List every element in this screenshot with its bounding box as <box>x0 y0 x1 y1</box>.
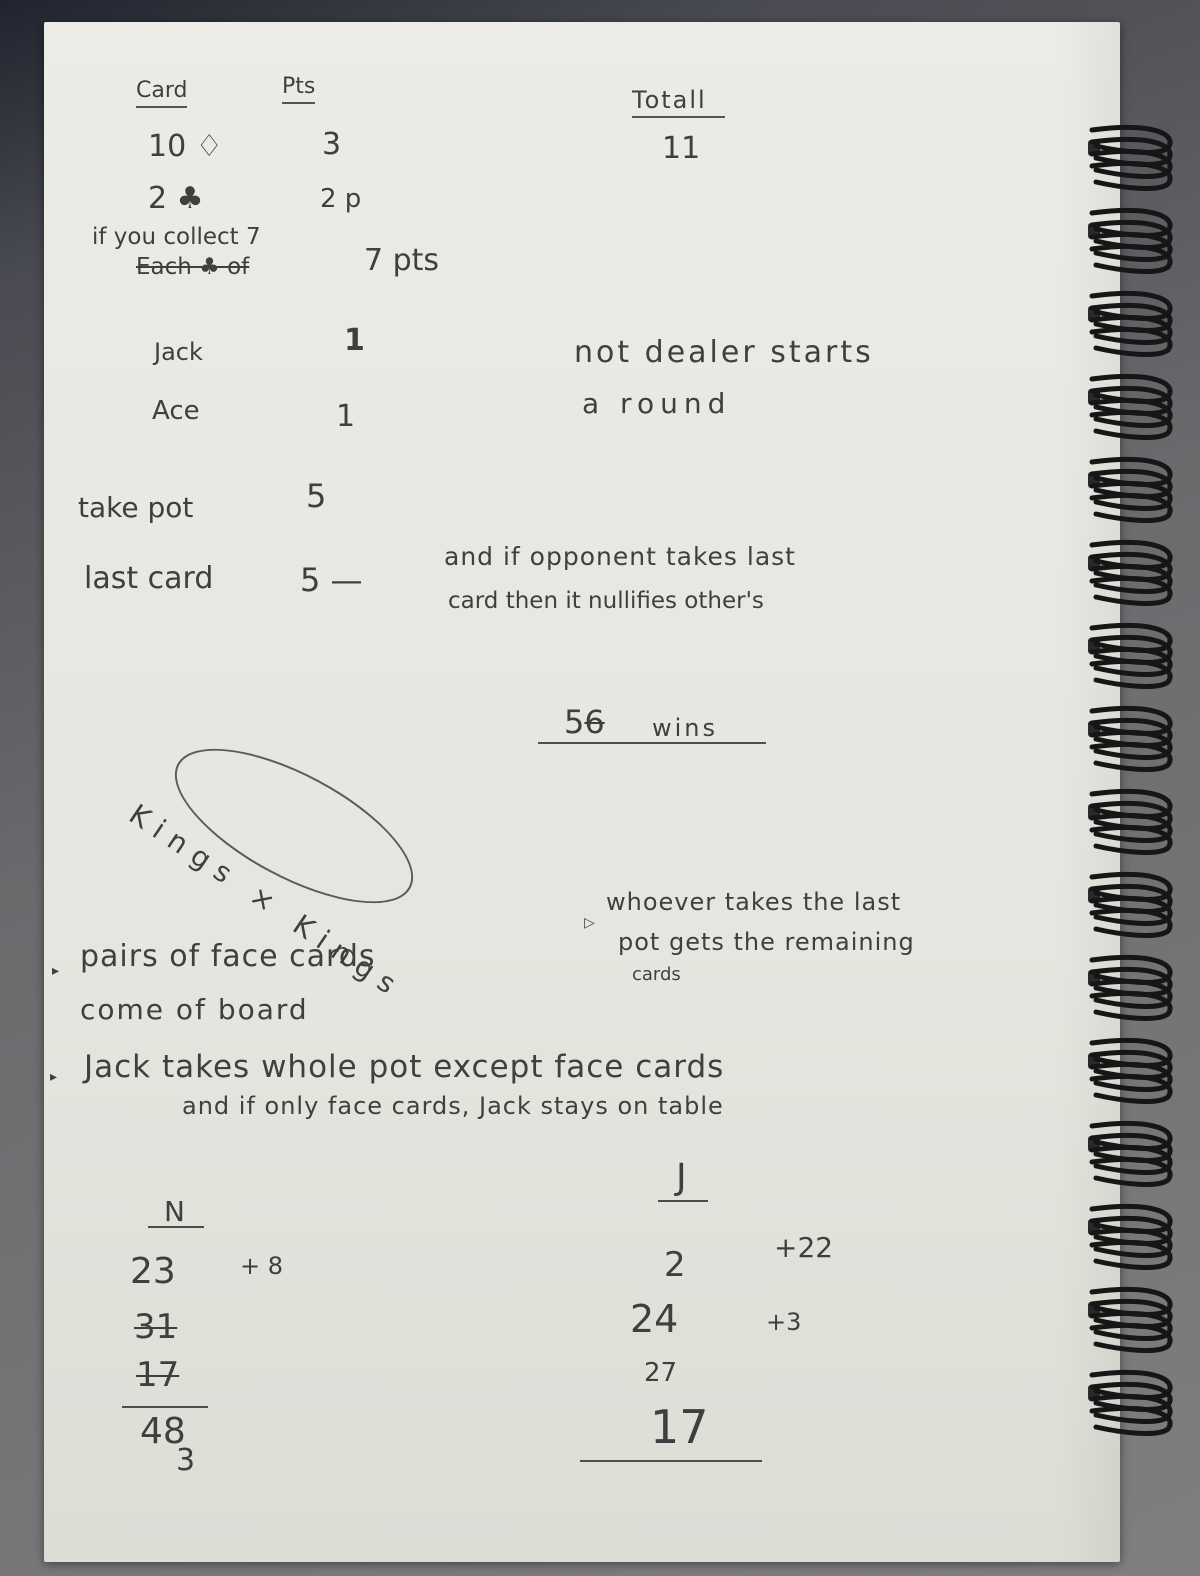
spiral-coil <box>1089 244 1173 274</box>
spiral-coil <box>1089 1240 1173 1270</box>
spiral-coil <box>1089 659 1173 689</box>
score-n-entry: 3 <box>176 1443 196 1478</box>
spiral-coil <box>1089 825 1173 855</box>
spiral-coil <box>1089 991 1173 1021</box>
winning-score-old-digit: 6 <box>584 703 605 741</box>
rule-jack-line-1: Jack takes whole pot except face cards <box>84 1049 725 1085</box>
total-value: 11 <box>662 131 701 166</box>
spiral-coil <box>1089 576 1173 606</box>
points-column-header: Pts <box>282 76 316 104</box>
row-pts-jack: 1 <box>344 323 365 358</box>
spiral-coil <box>1089 410 1173 440</box>
spiral-coil <box>1089 1323 1173 1353</box>
bullet-icon: ▸ <box>52 963 60 979</box>
spiral-coil <box>1089 1074 1173 1104</box>
row-card-ace: Ace <box>152 396 200 426</box>
score-n-sum-line <box>122 1406 208 1408</box>
score-j-entry: 17 <box>650 1400 709 1454</box>
winning-score: 56 <box>564 706 605 738</box>
row-pts-take-pot: 5 <box>306 477 327 515</box>
spiral-coil <box>1089 742 1173 772</box>
row-card-last-card: last card <box>84 561 214 596</box>
score-j-sum-line <box>580 1460 762 1462</box>
spiral-coil <box>1089 1406 1173 1436</box>
bullet-icon: ▸ <box>50 1069 58 1085</box>
row-pts-last-card: 5 — <box>300 561 363 599</box>
row-pts-ace: 1 <box>336 399 356 434</box>
score-n-entry: 17 <box>136 1355 180 1395</box>
dealer-note-line-1: not dealer starts <box>574 335 874 370</box>
card-column-header: Card <box>136 80 188 108</box>
bullet-icon: ▷ <box>584 915 595 931</box>
score-n-entry: 48 <box>140 1411 186 1452</box>
collect-line-2: Each ♣ of <box>136 256 249 279</box>
spiral-coil <box>1089 161 1173 191</box>
collect-points: 7 pts <box>364 243 440 278</box>
row-card-take-pot: take pot <box>78 491 194 524</box>
rule-last-pot-line-1: whoever takes the last <box>606 888 902 916</box>
collect-struck-word: Each ♣ of <box>136 254 250 280</box>
winning-label: wins <box>652 714 719 742</box>
score-j-increment: +22 <box>774 1231 834 1264</box>
spiral-coil <box>1089 327 1173 357</box>
score-n-entry: 31 <box>134 1307 178 1347</box>
notebook-page: Card Pts Totall 11 10 ♢ 3 2 ♣ 2 p if you… <box>44 22 1120 1562</box>
score-n-header-underline <box>148 1226 204 1228</box>
score-j-header-underline <box>658 1200 708 1202</box>
collect-line-1: if you collect 7 <box>92 224 261 250</box>
score-j-entry: 2 <box>664 1245 686 1285</box>
winning-underline <box>538 742 766 744</box>
row-pts-2-club: 2 p <box>320 184 362 214</box>
rule-face-pairs-line-2: come of board <box>80 993 309 1026</box>
row-card-jack: Jack <box>154 338 203 366</box>
spiral-coil <box>1089 1157 1173 1187</box>
rule-last-pot-line-2: pot gets the remaining <box>618 928 915 956</box>
last-card-note-line-1: and if opponent takes last <box>444 542 796 571</box>
score-j-increment: +3 <box>766 1308 802 1336</box>
spiral-coil <box>1089 493 1173 523</box>
score-n-header: N <box>164 1195 185 1228</box>
dealer-note-line-2: a round <box>582 387 732 420</box>
rule-jack-line-2: and if only face cards, Jack stays on ta… <box>182 1092 724 1120</box>
score-j-entry: 27 <box>644 1358 678 1388</box>
score-n-increment: + 8 <box>240 1252 284 1280</box>
row-card-2-club: 2 ♣ <box>148 181 204 216</box>
total-header: Totall <box>632 88 725 118</box>
rule-last-pot-line-3: cards <box>632 964 681 985</box>
rule-face-pairs-line-1: pairs of face cards <box>80 939 376 974</box>
spiral-coil <box>1089 908 1173 938</box>
last-card-note-line-2: card then it nullifies other's <box>448 588 764 614</box>
score-n-entry: 23 <box>130 1251 176 1292</box>
score-j-header: J <box>676 1157 687 1198</box>
row-card-10-diamond: 10 ♢ <box>148 129 223 164</box>
score-j-entry: 24 <box>630 1297 679 1341</box>
winning-score-digit: 5 <box>564 703 585 741</box>
row-pts-10-diamond: 3 <box>322 127 342 162</box>
